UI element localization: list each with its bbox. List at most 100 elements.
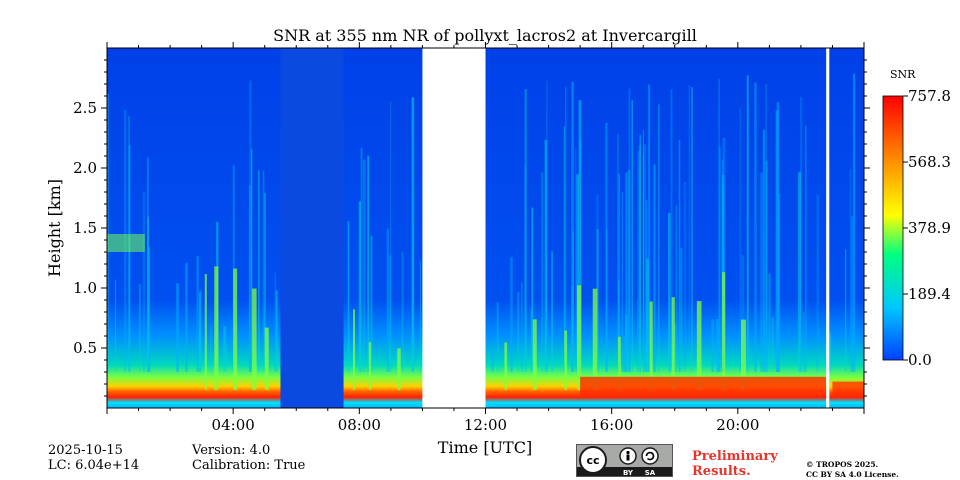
plume: [264, 327, 269, 390]
signal-streak: [520, 281, 523, 372]
plot-area: [107, 48, 864, 408]
svg-text:BY: BY: [623, 469, 634, 476]
signal-streak: [741, 255, 745, 372]
signal-streak: [411, 97, 415, 372]
signal-streak: [851, 216, 853, 372]
signal-streak: [401, 252, 404, 372]
x-tick-label: 12:00: [464, 416, 507, 434]
signal-streak: [576, 174, 579, 372]
colorbar-tick-label: 568.3: [908, 153, 951, 171]
plume: [252, 288, 257, 390]
signal-streak: [718, 147, 721, 372]
colorbar-tick-label: 757.8: [908, 87, 951, 105]
svg-text:cc: cc: [586, 454, 599, 467]
chart-title: SNR at 355 nm NR of pollyxt_lacros2 at I…: [273, 26, 697, 45]
signal-streak: [643, 144, 647, 372]
signal-streak: [648, 84, 651, 373]
signal-streak: [258, 169, 260, 372]
signal-streak: [198, 291, 201, 372]
signal-streak: [617, 134, 619, 372]
sa-icon: [641, 447, 659, 465]
signal-streak: [739, 108, 741, 373]
signal-streak: [107, 93, 109, 373]
signal-streak: [636, 299, 639, 372]
signal-streak: [412, 221, 414, 372]
plume: [504, 342, 508, 390]
preliminary-line-1: Preliminary: [692, 449, 778, 464]
colorbar-tick-label: 189.4: [908, 285, 951, 303]
signal-streak: [678, 139, 681, 372]
signal-streak: [816, 194, 819, 372]
y-axis-ticks: 0.5 1.0 1.5 2.0 2.5: [73, 59, 870, 397]
signal-streak: [668, 212, 671, 372]
plume: [576, 285, 582, 390]
signal-streak: [419, 261, 421, 372]
signal-streak: [623, 335, 626, 372]
signal-streak: [596, 228, 599, 372]
signal-streak: [778, 193, 781, 372]
signal-streak: [849, 168, 852, 372]
info-version: Version: 4.0: [192, 443, 271, 458]
y-tick-label: 0.5: [73, 339, 97, 357]
signal-streak: [524, 89, 527, 372]
signal-streak: [768, 273, 771, 372]
signal-streak: [209, 325, 212, 372]
signal-streak: [596, 194, 599, 372]
signal-streak: [637, 150, 640, 372]
signal-streak: [517, 292, 520, 372]
signal-streak: [625, 172, 628, 372]
colorbar-label: SNR: [890, 68, 916, 81]
signal-streak: [142, 191, 146, 372]
signal-streak: [530, 308, 533, 372]
info-calibration: Calibration: True: [192, 458, 306, 473]
y-tick-label: 1.0: [73, 279, 97, 297]
signal-streak: [199, 290, 202, 372]
signal-streak: [804, 347, 806, 372]
no-data-gap: [422, 48, 486, 408]
plume: [204, 274, 207, 390]
signal-streak: [605, 122, 608, 373]
plume: [649, 301, 653, 390]
colorbar-tick-label: 378.9: [908, 219, 951, 237]
signal-streak: [829, 332, 831, 372]
cc-license-badge: cc BY SA cc BY SA: [576, 444, 673, 477]
signal-streak: [628, 170, 631, 372]
signal-streak: [688, 84, 690, 373]
signal-streak: [639, 135, 642, 372]
signal-streak: [771, 317, 774, 372]
colorbar-ticks: 0.0 189.4 378.9 568.3 757.8: [903, 87, 951, 369]
signal-streak: [711, 319, 715, 372]
signal-streak: [754, 82, 757, 372]
y-tick-label: 2.0: [73, 159, 97, 177]
signal-streak: [128, 145, 131, 372]
signal-streak: [148, 335, 150, 372]
signal-streak: [631, 100, 633, 372]
signal-streak: [196, 255, 199, 372]
signal-streak: [275, 290, 278, 372]
signal-streak: [571, 285, 574, 372]
signal-streak: [274, 272, 276, 372]
plume: [353, 309, 356, 390]
signal-streak: [845, 249, 847, 372]
signal-streak: [541, 172, 544, 372]
signal-streak: [653, 164, 656, 372]
heatmap-features: [107, 73, 864, 396]
signal-streak: [646, 258, 649, 372]
signal-streak: [642, 129, 644, 372]
signal-streak: [147, 216, 149, 372]
signal-streak: [390, 101, 392, 372]
plume: [214, 266, 219, 390]
x-axis-label: Time [UTC]: [438, 438, 532, 457]
signal-streak: [683, 182, 687, 372]
signal-streak: [114, 279, 117, 372]
signal-streak: [565, 86, 567, 373]
signal-streak: [360, 147, 363, 372]
signal-streak: [657, 104, 660, 372]
signal-streak: [680, 247, 683, 372]
signal-streak: [621, 191, 624, 372]
signal-streak: [721, 159, 724, 372]
signal-streak: [491, 344, 494, 372]
x-axis-ticks: 04:00 08:00 12:00 16:00 20:00: [106, 42, 865, 434]
signal-streak: [760, 172, 763, 372]
